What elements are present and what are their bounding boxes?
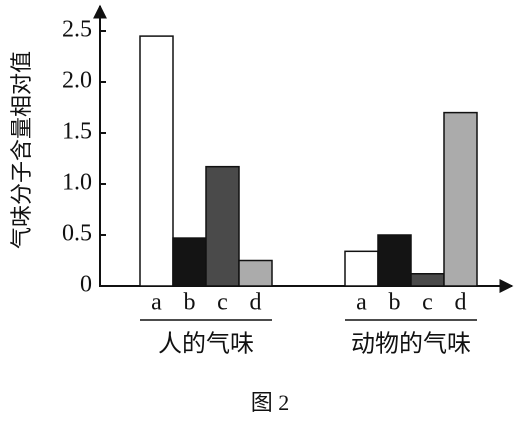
y-tick-label: 2.5: [62, 17, 92, 43]
series-label: b: [389, 290, 401, 316]
x-category-label: 动物的气味: [351, 331, 471, 358]
series-label: b: [184, 290, 196, 316]
bar: [344, 250, 379, 287]
y-tick-label: 1.0: [62, 170, 92, 196]
bar: [205, 165, 240, 287]
bar: [172, 237, 207, 287]
series-label: a: [151, 290, 162, 316]
x-category-label: 人的气味: [158, 331, 254, 358]
series-label: c: [422, 290, 433, 316]
series-label: c: [217, 290, 228, 316]
caption: 图 2: [251, 390, 290, 415]
y-axis-label: 气味分子含量相对值: [9, 51, 34, 249]
bar: [377, 234, 412, 287]
series-label: d: [455, 290, 467, 316]
bar: [238, 259, 273, 287]
bar: [139, 35, 174, 287]
bar: [410, 273, 445, 287]
y-tick-label: 0: [80, 272, 92, 298]
y-tick-label: 2.0: [62, 68, 92, 94]
y-tick-label: 1.5: [62, 119, 92, 145]
y-tick-label: 0.5: [62, 221, 92, 247]
series-label: a: [356, 290, 367, 316]
series-label: d: [250, 290, 262, 316]
bar: [443, 111, 478, 287]
